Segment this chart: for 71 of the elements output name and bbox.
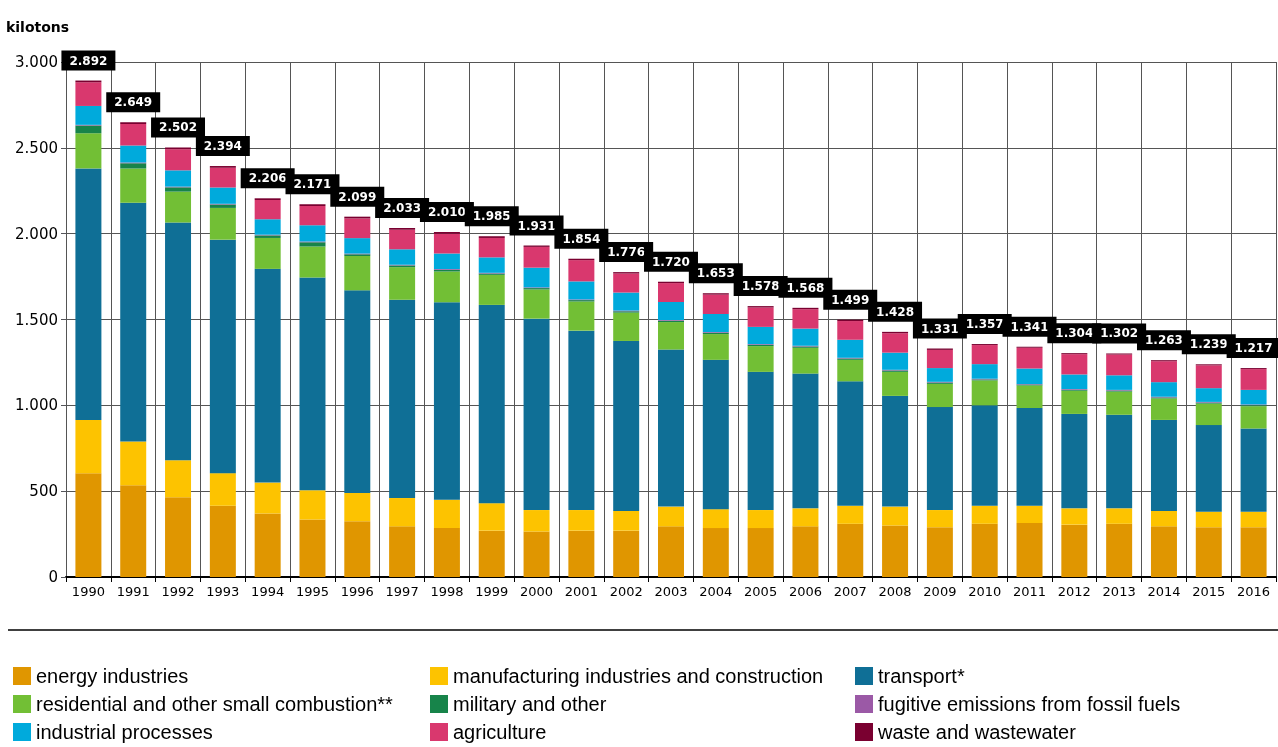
- x-tick-label: 2000: [520, 584, 554, 599]
- x-tick-label: 1994: [251, 584, 285, 599]
- total-label: 1.568: [786, 280, 825, 295]
- x-tick-label: 1996: [340, 584, 374, 599]
- x-tick-label: 2009: [923, 584, 957, 599]
- total-label: 2.892: [69, 53, 108, 68]
- total-label: 1.217: [1234, 341, 1273, 356]
- x-tick-label: 1991: [116, 584, 150, 599]
- x-tick-label: 2010: [968, 584, 1002, 599]
- legend-label: military and other: [453, 693, 607, 715]
- y-tick-label: 3.000: [15, 53, 58, 71]
- total-label: 1.331: [920, 321, 959, 336]
- x-tick-label: 2004: [699, 584, 733, 599]
- legend-label: agriculture: [453, 721, 547, 743]
- x-tick-label: 1999: [475, 584, 509, 599]
- y-tick-label: 500: [29, 482, 58, 501]
- legend-label: fugitive emissions from fossil fuels: [878, 693, 1181, 715]
- x-tick-label: 1993: [206, 584, 240, 599]
- total-label: 2.502: [159, 120, 198, 135]
- x-tick-label: 2008: [878, 584, 912, 599]
- legend-label: waste and wastewater: [877, 721, 1077, 743]
- y-tick-label: 2.500: [15, 138, 58, 157]
- total-label: 2.206: [248, 171, 287, 186]
- total-label: 1.985: [472, 209, 511, 224]
- y-tick-label: 2.000: [15, 224, 58, 243]
- legend-label: manufacturing industries and construction: [453, 665, 824, 687]
- total-label: 1.854: [562, 231, 601, 246]
- total-label: 1.578: [741, 279, 780, 294]
- legend-label: residential and other small combustion**: [36, 693, 394, 715]
- total-label: 2.394: [203, 139, 242, 154]
- total-label: 1.302: [1100, 326, 1139, 341]
- x-tick-label: 2005: [744, 584, 778, 599]
- x-tick-label: 1995: [295, 584, 330, 599]
- total-label: 1.653: [696, 266, 735, 281]
- total-label: 2.649: [114, 95, 153, 110]
- x-tick-label: 2007: [833, 584, 867, 599]
- x-tick-label: 2013: [1102, 584, 1136, 599]
- total-label: 2.010: [427, 204, 466, 219]
- x-tick-label: 2012: [1057, 584, 1091, 599]
- x-tick-label: 2003: [654, 584, 688, 599]
- y-tick-label: 0: [48, 568, 58, 586]
- total-label: 2.099: [338, 189, 377, 204]
- y-tick-label: 1.000: [15, 396, 58, 415]
- x-tick-label: 2001: [564, 584, 598, 599]
- x-tick-label: 1990: [71, 584, 105, 599]
- total-label: 2.171: [293, 177, 332, 192]
- x-tick-label: 2006: [788, 584, 822, 599]
- total-label: 1.239: [1189, 337, 1228, 352]
- y-axis-title: kilotons: [6, 19, 70, 35]
- total-label: 1.720: [652, 254, 690, 269]
- x-tick-label: 2014: [1147, 584, 1181, 599]
- x-tick-label: 2015: [1192, 584, 1226, 599]
- x-tick-label: 1998: [430, 584, 464, 599]
- x-tick-label: 2011: [1012, 584, 1047, 599]
- total-label: 1.776: [607, 245, 646, 260]
- x-tick-label: 2016: [1237, 584, 1271, 599]
- total-label: 1.428: [876, 304, 915, 319]
- total-label: 1.263: [1144, 333, 1183, 348]
- total-label: 1.304: [1055, 326, 1094, 341]
- total-label: 1.357: [965, 317, 1004, 332]
- total-label: 2.033: [383, 201, 422, 215]
- y-tick-label: 1.500: [15, 310, 58, 329]
- total-label: 1.931: [517, 218, 556, 233]
- x-tick-label: 1992: [161, 584, 195, 599]
- legend-label: energy industries: [36, 665, 189, 687]
- total-label: 1.499: [831, 292, 870, 307]
- legend-label: industrial processes: [36, 721, 213, 743]
- legend-label: transport*: [878, 665, 965, 687]
- x-tick-label: 2002: [609, 584, 643, 599]
- x-tick-label: 1997: [385, 584, 419, 599]
- total-label: 1.341: [1010, 319, 1049, 334]
